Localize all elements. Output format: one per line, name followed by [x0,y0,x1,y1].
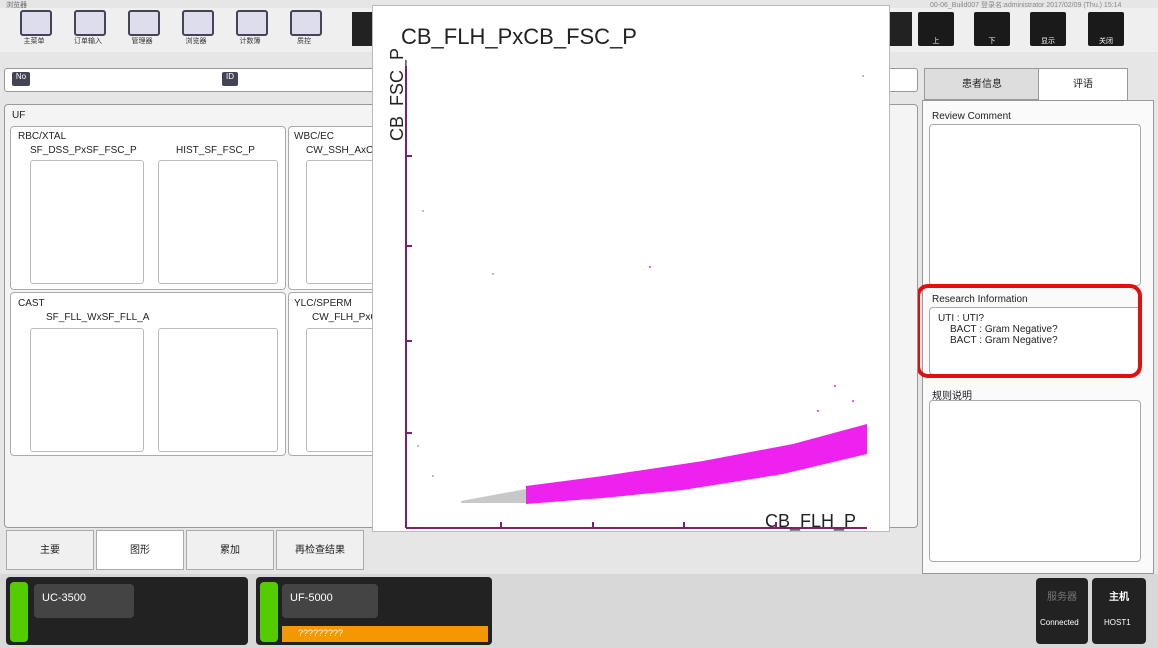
toolbar-button[interactable]: 订单输入 [66,8,110,48]
plot-name: SF_DSS_PxSF_FSC_P [30,145,137,156]
tab[interactable]: 评语 [1038,68,1128,102]
popup: CB_FLH_PxCB_FSC_P CB_FSC_P CB_FLH_P [372,5,890,532]
toolbar-button[interactable]: 浏览器 [174,8,218,48]
plot-name: CW_SSH_AxC [306,145,374,156]
host-button[interactable]: 主机 [1092,578,1146,644]
group-name: WBC/EC [294,131,334,142]
scatter [405,66,867,529]
status-text: 00-06_Build007 登录名:administrator 2017/02… [930,2,1122,9]
no-badge: No [12,72,30,86]
window-title: 浏览器 [6,2,27,9]
graph-title: UF [12,110,26,121]
bottom-tab[interactable]: 累加 [186,530,274,570]
group-name: YLC/SPERM [294,298,352,309]
bottom-tab[interactable]: 再检查结果 [276,530,364,570]
nav-button[interactable]: 上 [918,12,954,46]
plot-name: HIST_SF_FSC_P [176,145,255,156]
warning: ????????? [282,626,488,642]
bottom-tab[interactable]: 图形 [96,530,184,570]
group-name: CAST [18,298,45,309]
toolbar-button[interactable]: 计数簿 [228,8,272,48]
section-title: Review Comment [932,111,1011,122]
plot-thumb [158,328,278,452]
toolbar-button[interactable]: 主菜单 [12,8,56,48]
research-box [929,307,1141,375]
server-button[interactable]: 服务器 [1036,578,1088,644]
bottom-tab[interactable]: 主要 [6,530,94,570]
analyzer-name: UF-5000 [282,584,378,618]
plot-name: CW_FLH_PxC [312,312,378,323]
rules-box [929,400,1141,562]
popup-title: CB_FLH_PxCB_FSC_P [401,24,637,49]
nav-button[interactable]: 显示 [1030,12,1066,46]
research-line: BACT : Gram Negative? [950,335,1058,346]
review-box [929,124,1141,286]
id-badge: ID [222,72,238,86]
plot-thumb [30,328,144,452]
section-title: 规则说明 [932,391,972,402]
toolbar-button[interactable]: 管理器 [120,8,164,48]
highlight [916,284,1142,378]
server-status: Connected [1040,618,1079,627]
toolbar-button[interactable]: 质控 [282,8,326,48]
section-title: Research Information [932,294,1028,305]
plot-name: SF_FLL_WxSF_FLL_A [46,312,150,323]
analyzer-name: UC-3500 [34,584,134,618]
nav-button[interactable]: 下 [974,12,1010,46]
plot-thumb [158,160,278,284]
plot-thumb [30,160,144,284]
group-name: RBC/XTAL [18,131,67,142]
nav-button[interactable]: 关闭 [1088,12,1124,46]
research-line: BACT : Gram Negative? [950,324,1058,335]
status-light [260,582,278,642]
x-label: CB_FLH_P [765,511,857,531]
tab[interactable]: 患者信息 [924,68,1040,100]
status-light [10,582,28,642]
research-line: UTI : UTI? [938,313,985,324]
host-status: HOST1 [1104,618,1131,627]
